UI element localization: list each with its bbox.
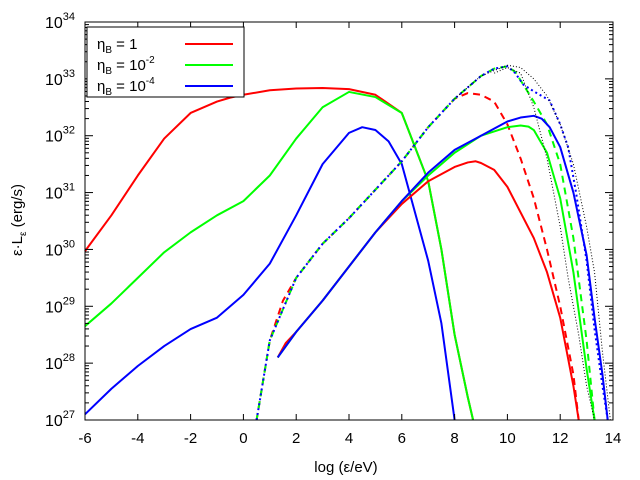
x-tick-label: -6 <box>78 430 91 447</box>
x-tick-label: 12 <box>552 430 569 447</box>
series-line <box>255 65 609 421</box>
x-tick-label: -4 <box>131 430 144 447</box>
series-line <box>276 160 580 421</box>
series-line <box>84 126 456 421</box>
series-line <box>84 86 475 421</box>
x-tick-label: 6 <box>398 430 406 447</box>
legend: ηB = 1ηB = 10-2ηB = 10-4 <box>86 26 245 98</box>
series-layer <box>84 64 611 421</box>
y-tick-label: 1027 <box>45 409 75 430</box>
series-line <box>84 90 475 421</box>
x-tick-label: 4 <box>345 430 353 447</box>
series-line <box>454 64 611 421</box>
y-axis-label-main: ε·L <box>9 236 26 256</box>
legend-label: ηB = 10-4 <box>97 76 155 98</box>
tick-layer: -6 -4 -2 0 2 4 6 8 10 12 14 1027 1028 1029 1030 1031 103… <box>45 11 621 447</box>
plot-frame <box>84 21 614 421</box>
y-tick-label: 1033 <box>45 68 75 89</box>
legend-label: ηB = 1 <box>97 36 137 56</box>
x-tick-label: 0 <box>239 430 247 447</box>
y-tick-label: 1031 <box>45 182 75 203</box>
y-tick-label: 1028 <box>45 352 75 373</box>
y-tick-label: 1032 <box>45 125 75 146</box>
x-tick-label: 2 <box>292 430 300 447</box>
y-tick-label: 1029 <box>45 295 75 316</box>
y-tick-label: 1034 <box>45 11 75 32</box>
x-tick-label: -2 <box>184 430 197 447</box>
series-line <box>255 65 596 421</box>
y-tick-label: 1030 <box>45 238 75 259</box>
y-axis-label-unit: (erg/s) <box>9 184 26 232</box>
x-tick-label: 14 <box>605 430 622 447</box>
x-axis-label: log (ε/eV) <box>314 459 377 476</box>
y-axis-label: ε·Lε (erg/s) <box>9 184 29 256</box>
y-axis-label-subscript: ε <box>18 231 29 236</box>
x-tick-label: 8 <box>450 430 458 447</box>
series-line <box>276 114 609 421</box>
x-tick-label: 10 <box>499 430 516 447</box>
series-line <box>494 66 596 421</box>
legend-label: ηB = 10-2 <box>97 55 155 77</box>
